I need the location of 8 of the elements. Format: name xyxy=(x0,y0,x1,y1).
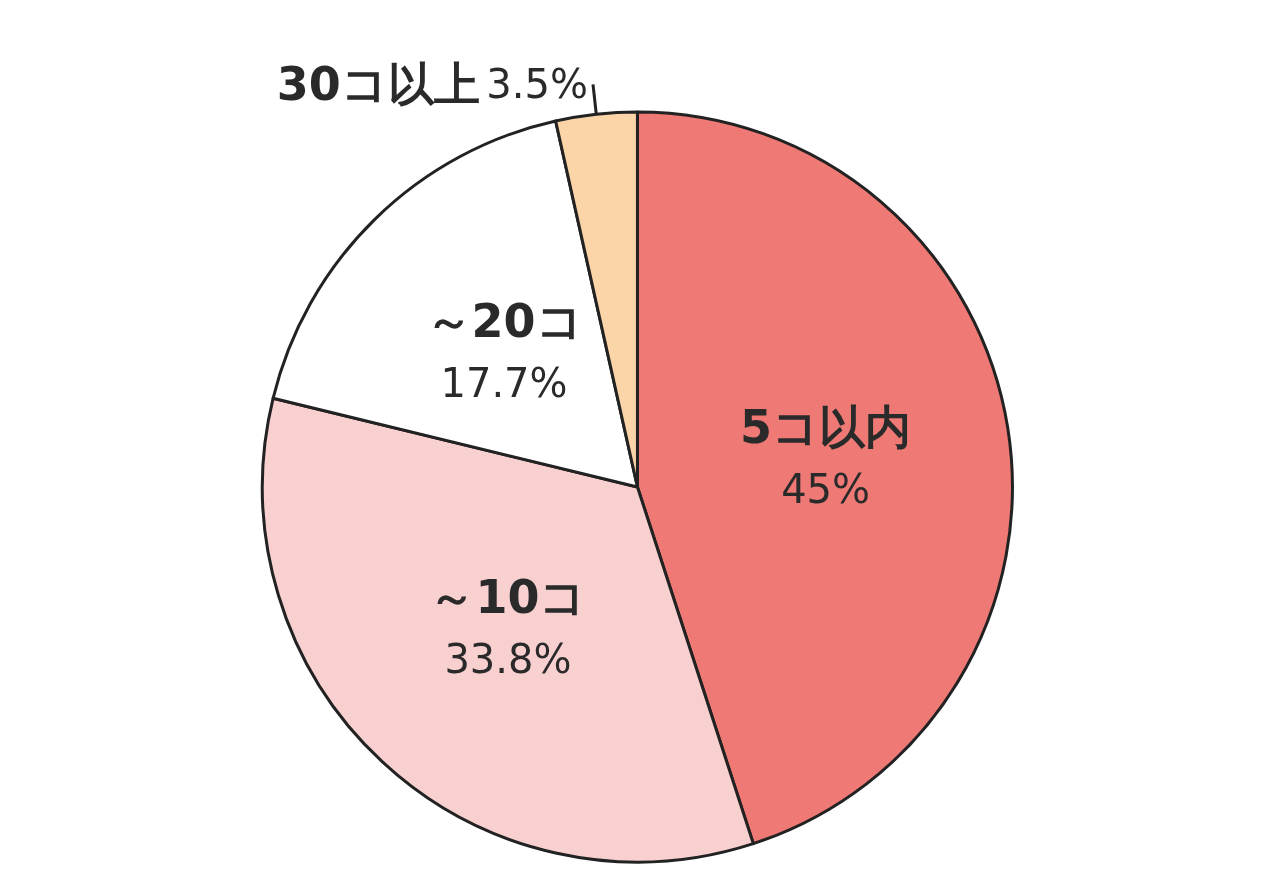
data-label: 45% xyxy=(781,466,871,513)
slice-label: ～20コ xyxy=(425,294,583,348)
data-label: 33.8% xyxy=(444,635,572,682)
slice-label: 30コ以上 xyxy=(276,57,480,112)
data-label: 3.5% xyxy=(486,61,588,108)
data-label: 17.7% xyxy=(440,360,568,406)
slice-label: ～10コ xyxy=(429,569,587,624)
slice-label: 5コ以内 xyxy=(740,400,912,455)
